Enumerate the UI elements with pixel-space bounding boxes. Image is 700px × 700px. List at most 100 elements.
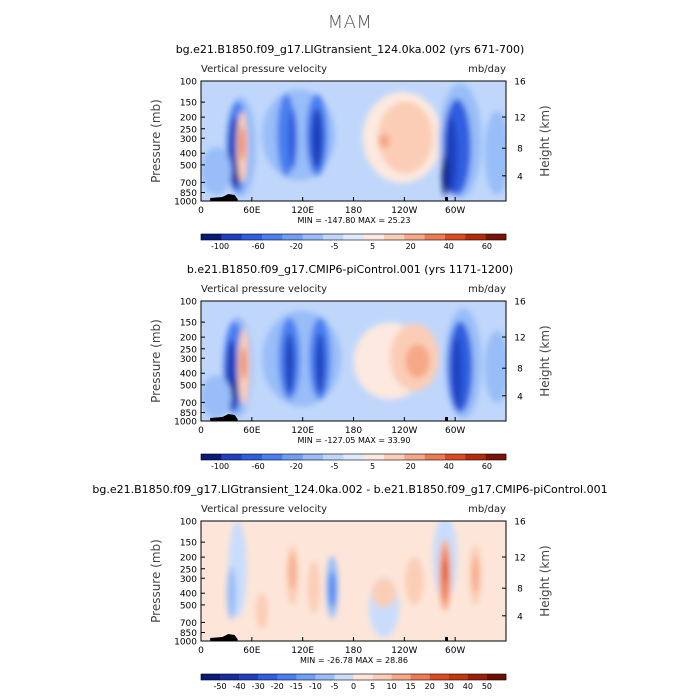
min-max-label: MIN = -147.80 MAX = 25.23 — [297, 216, 410, 225]
colorbar-label: 5 — [370, 242, 375, 251]
colorbar-label: 5 — [370, 682, 375, 691]
panel-title: bg.e21.B1850.f09_g17.LIGtransient_124.0k… — [92, 483, 607, 496]
y-tick-label: 400 — [180, 590, 197, 600]
y-tick-label: 100 — [180, 298, 197, 308]
y-tick-label: 200 — [180, 554, 197, 564]
y-tick-label: 850 — [180, 409, 197, 419]
colorbar-label: -5 — [330, 242, 338, 251]
y-tick-label: 250 — [180, 125, 197, 135]
colorbar-frame — [200, 233, 507, 241]
colorbar-swatch — [343, 234, 364, 240]
colorbar-frame — [200, 453, 507, 461]
y2-tick-label: 12 — [514, 554, 525, 564]
page-title: MAM — [327, 12, 373, 33]
x-tick-label: 60E — [243, 426, 260, 436]
colorbar-label: 30 — [444, 682, 454, 691]
terrain-mask — [445, 197, 448, 201]
colorbar-swatch — [485, 234, 507, 240]
terrain-mask — [445, 637, 448, 641]
field-background — [201, 521, 506, 641]
panel-title: bg.e21.B1850.f09_g17.LIGtransient_124.0k… — [176, 43, 525, 56]
colorbar-swatch — [384, 234, 405, 240]
colorbar-swatch — [241, 454, 263, 460]
colorbar-label: 10 — [387, 682, 397, 691]
y-tick-label: 200 — [180, 334, 197, 344]
y-tick-label: 200 — [180, 114, 197, 124]
y2-tick-label: 12 — [514, 114, 525, 124]
colorbar-swatch — [486, 674, 507, 680]
colorbar-swatch — [241, 234, 263, 240]
y-tick-label: 150 — [180, 319, 197, 329]
colorbar-swatch — [467, 674, 488, 680]
shade-region — [452, 337, 462, 409]
colorbar-swatch — [302, 234, 324, 240]
colorbar-swatch — [315, 674, 335, 680]
min-max-label: MIN = -127.05 MAX = 33.90 — [297, 436, 410, 445]
shade-region — [239, 126, 245, 161]
shade-region — [405, 344, 430, 378]
shade-region — [241, 346, 247, 381]
x-tick-label: 120W — [391, 426, 417, 436]
x-tick-label: 120W — [391, 646, 417, 656]
colorbar-swatch — [221, 454, 242, 460]
terrain-mask — [210, 414, 238, 421]
y-axis-label: Pressure (mb) — [149, 99, 163, 183]
colorbar-swatch — [343, 454, 364, 460]
chart-panel-1: bg.e21.B1850.f09_g17.LIGtransient_124.0k… — [149, 43, 552, 251]
y2-axis-label: Height (km) — [538, 545, 552, 616]
y-tick-label: 300 — [180, 355, 197, 365]
colorbar-label: 15 — [406, 682, 416, 691]
colorbar-swatch — [429, 674, 450, 680]
colorbar-label: 40 — [444, 242, 454, 251]
colorbar-swatch — [465, 454, 486, 460]
shade-region — [255, 593, 269, 629]
x-tick-label: 0 — [198, 426, 204, 436]
chart-panel-3: bg.e21.B1850.f09_g17.LIGtransient_124.0k… — [92, 483, 607, 691]
shade-region — [441, 153, 449, 197]
chart-panel-2: b.e21.B1850.f09_g17.CMIP6-piControl.001 … — [149, 263, 552, 471]
x-tick-label: 60E — [243, 206, 260, 216]
y2-axis-label: Height (km) — [538, 325, 552, 396]
colorbar-swatch — [239, 674, 259, 680]
terrain-mask — [210, 194, 238, 201]
shade-region — [310, 108, 323, 169]
panel-right-label: mb/day — [468, 504, 506, 515]
y-tick-label: 850 — [180, 189, 197, 199]
y-tick-label: 700 — [180, 619, 197, 629]
colorbar-label: -30 — [252, 682, 265, 691]
panel-right-label: mb/day — [468, 64, 506, 75]
colorbar-label: -40 — [233, 682, 246, 691]
terrain-mask — [210, 634, 238, 641]
colorbar-swatch — [363, 454, 385, 460]
y-tick-label: 1000 — [174, 418, 197, 428]
colorbar-label: -100 — [211, 242, 229, 251]
y-tick-label: 150 — [180, 99, 197, 109]
colorbar-swatch — [445, 454, 466, 460]
shade-region — [232, 377, 237, 407]
colorbar-swatch — [334, 674, 354, 680]
panel-title: b.e21.B1850.f09_g17.CMIP6-piControl.001 … — [187, 263, 513, 276]
colorbar-swatch — [404, 454, 425, 460]
shade-region — [315, 333, 325, 394]
shade-region — [226, 566, 237, 620]
y-tick-label: 700 — [180, 179, 197, 189]
x-tick-label: 180 — [345, 206, 362, 216]
y2-tick-label: 4 — [517, 612, 523, 622]
shade-region — [472, 557, 479, 593]
y2-tick-label: 8 — [517, 365, 523, 375]
y2-tick-label: 12 — [514, 334, 525, 344]
colorbar-label: -100 — [211, 462, 229, 471]
shade-region — [284, 333, 295, 394]
shade-region — [329, 571, 336, 608]
colorbar-swatch — [220, 674, 240, 680]
colorbar-swatch — [277, 674, 297, 680]
x-tick-label: 0 — [198, 206, 204, 216]
x-tick-label: 120E — [291, 206, 314, 216]
colorbar-label: -5 — [330, 462, 338, 471]
colorbar-swatch — [424, 234, 446, 240]
shaded-field — [201, 81, 506, 201]
panel-left-label: Vertical pressure velocity — [201, 504, 327, 515]
y2-tick-label: 8 — [517, 585, 523, 595]
y-axis-label: Pressure (mb) — [149, 539, 163, 623]
colorbar-label: 40 — [444, 462, 454, 471]
